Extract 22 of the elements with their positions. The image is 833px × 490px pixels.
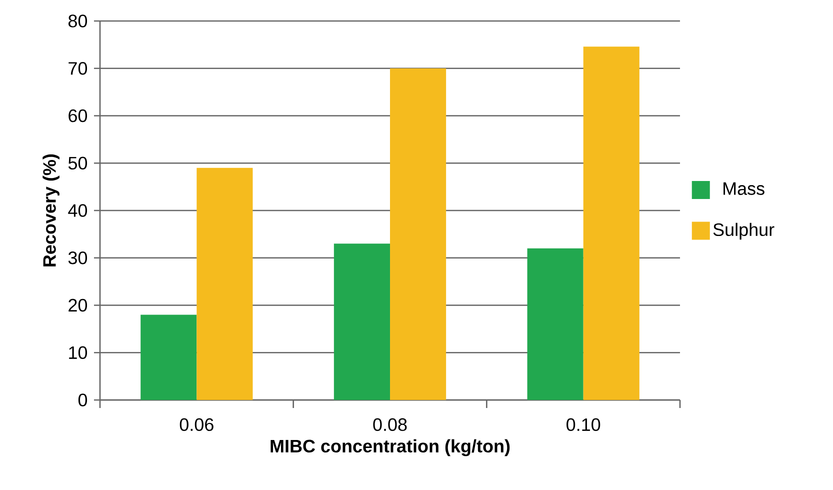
x-axis-title: MIBC concentration (kg/ton) [270, 439, 510, 456]
y-tick-label: 50 [68, 156, 88, 170]
y-tick-label: 10 [69, 346, 88, 359]
x-tick-label: 0.06 [180, 418, 214, 432]
legend-label: Sulphur [713, 222, 774, 240]
bar [140, 314, 197, 400]
bar [583, 46, 640, 400]
y-tick-label: 20 [68, 298, 88, 312]
bar [390, 68, 446, 400]
y-tick-label: 40 [68, 204, 88, 217]
y-tick-label: 30 [68, 252, 88, 264]
bar [527, 248, 584, 400]
x-tick-label: 0.08 [373, 418, 407, 432]
y-tick-label: 0 [78, 394, 88, 406]
y-tick-label: 60 [68, 109, 88, 122]
y-tick-label: 80 [68, 14, 88, 28]
bar [196, 168, 253, 400]
bar [334, 244, 390, 400]
legend-label: Mass [724, 182, 764, 195]
y-tick-label: 70 [68, 62, 88, 75]
x-tick-label: 0.10 [566, 418, 600, 432]
y-axis-title: Recovery (%) [42, 154, 60, 266]
